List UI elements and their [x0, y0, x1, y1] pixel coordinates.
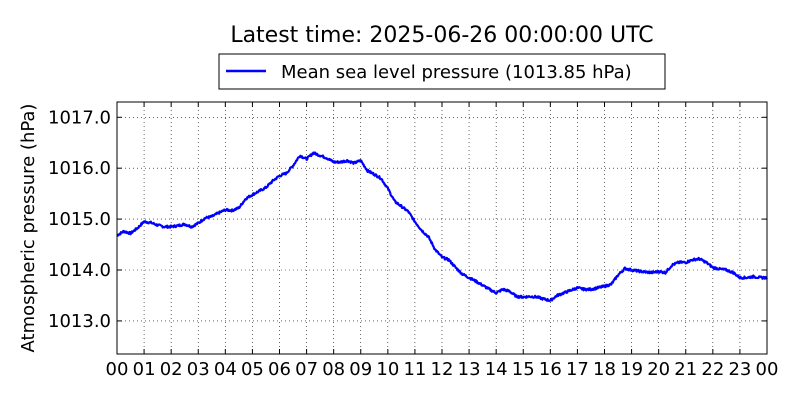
- x-tick-label: 16: [539, 359, 562, 380]
- x-tick-label: 17: [566, 359, 589, 380]
- x-tick-label: 13: [458, 359, 481, 380]
- x-tick-label: 03: [187, 359, 210, 380]
- x-tick-label: 19: [620, 359, 643, 380]
- x-tick-label: 14: [485, 359, 508, 380]
- x-tick-label: 01: [133, 359, 156, 380]
- x-tick-label: 02: [160, 359, 183, 380]
- x-axis: 00 01 02 03 04 05 06 07 08 09 10 11 12 13 14 15 16 17 18 19…: [106, 102, 779, 380]
- x-tick-label: 08: [322, 359, 345, 380]
- x-tick-label: 04: [214, 359, 237, 380]
- x-tick-label: 10: [376, 359, 399, 380]
- x-tick-label: 12: [431, 359, 454, 380]
- x-tick-label: 00: [106, 359, 129, 380]
- x-tick-label: 23: [728, 359, 751, 380]
- x-tick-label: 00: [756, 359, 779, 380]
- legend-series-label: Mean sea level pressure (1013.85 hPa): [281, 62, 632, 83]
- x-tick-label: 11: [403, 359, 426, 380]
- y-tick-label: 1017.0: [48, 107, 111, 128]
- x-tick-label: 07: [295, 359, 318, 380]
- x-tick-label: 09: [349, 359, 372, 380]
- grid-lines: [117, 102, 767, 354]
- plot-frame: [116, 101, 768, 355]
- y-tick-label: 1014.0: [48, 260, 111, 281]
- x-tick-label: 05: [241, 359, 264, 380]
- x-tick-label: 22: [701, 359, 724, 380]
- y-axis: 1013.0 1014.0 1015.0 1016.0 1017.0: [48, 107, 767, 332]
- x-tick-label: 15: [512, 359, 535, 380]
- legend: Mean sea level pressure (1013.85 hPa): [218, 53, 666, 90]
- y-tick-label: 1015.0: [48, 209, 111, 230]
- legend-box: [218, 53, 666, 90]
- series-line-mean-sea-level-pressure: [116, 151, 768, 303]
- chart-title: Latest time: 2025-06-26 00:00:00 UTC: [230, 23, 653, 48]
- y-tick-label: 1013.0: [48, 311, 111, 332]
- y-axis-label: Atmospheric pressure (hPa): [18, 104, 39, 353]
- x-tick-label: 18: [593, 359, 616, 380]
- x-tick-label: 20: [647, 359, 670, 380]
- y-tick-label: 1016.0: [48, 158, 111, 179]
- series-layer: [116, 151, 768, 303]
- x-tick-label: 06: [268, 359, 291, 380]
- x-tick-label: 21: [674, 359, 697, 380]
